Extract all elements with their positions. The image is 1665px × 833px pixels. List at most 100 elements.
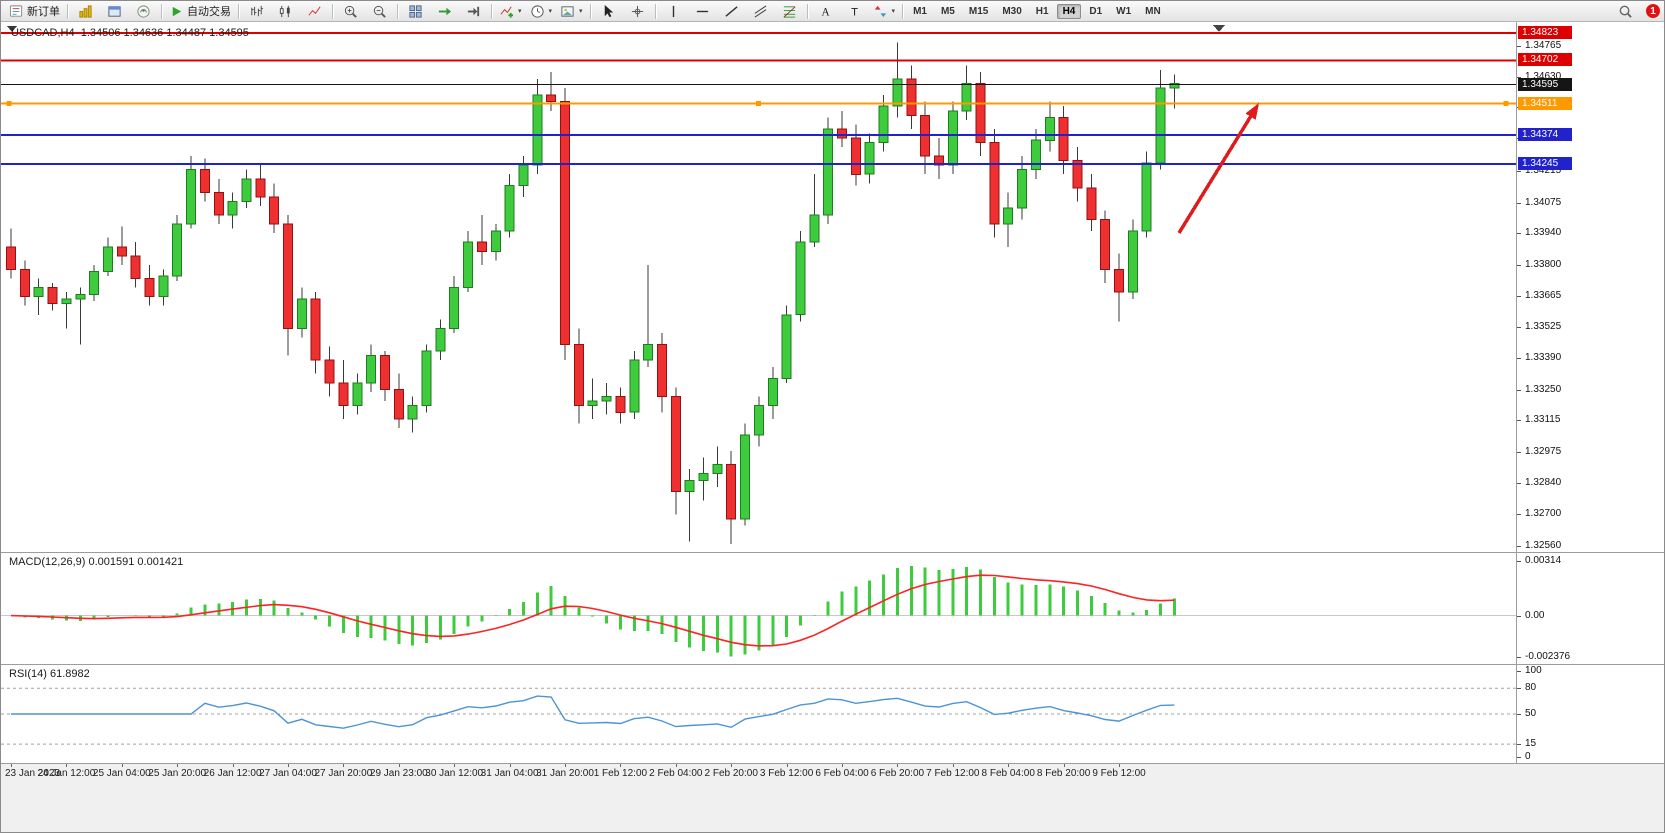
arrows-button[interactable]: ▾ xyxy=(869,1,900,22)
timeframe-m15-button[interactable]: M15 xyxy=(968,5,989,17)
time-axis-label: 25 Jan 20:00 xyxy=(148,768,207,779)
zoom-in-button[interactable] xyxy=(336,1,365,22)
text-label-button[interactable]: T xyxy=(840,1,869,22)
one-click-trading-toggle[interactable] xyxy=(7,26,17,32)
periods-button[interactable]: ▾ xyxy=(526,1,557,22)
candlestick-chart-canvas[interactable] xyxy=(1,23,1516,552)
price-axis[interactable]: 1.347651.346301.344951.343601.342151.340… xyxy=(1516,22,1664,764)
zoom-out-icon xyxy=(372,4,387,19)
auto-scroll-button[interactable] xyxy=(430,1,459,22)
timeframe-w1-button[interactable]: W1 xyxy=(1116,5,1132,17)
candle xyxy=(421,344,432,413)
bars-icon xyxy=(249,4,264,19)
equidistant-channel-button[interactable] xyxy=(746,1,775,22)
candle xyxy=(975,72,986,157)
axis-tick xyxy=(1517,327,1521,329)
timeframe-h4-button[interactable]: H4 xyxy=(1056,3,1082,19)
panel-divider[interactable] xyxy=(1,552,1664,553)
timeframe-m5-button[interactable]: M5 xyxy=(940,5,955,17)
timeframe-m1-button[interactable]: M1 xyxy=(913,5,927,17)
panel-divider[interactable] xyxy=(1,664,1664,665)
timeframe-mn-button[interactable]: MN xyxy=(1145,5,1161,17)
timeframe-m30-button[interactable]: M30 xyxy=(1002,5,1022,17)
time-tick xyxy=(731,764,733,767)
candle xyxy=(393,373,404,429)
time-axis-label: 1 Feb 12:00 xyxy=(593,768,648,779)
zoom-in-icon xyxy=(343,4,358,19)
line-handle[interactable] xyxy=(756,101,761,107)
data-window-button[interactable] xyxy=(129,1,158,22)
macd-canvas[interactable] xyxy=(1,553,1516,664)
time-axis[interactable]: 23 Jan 2023 24 Jan 12:00 25 Jan 04:00 25 Ja… xyxy=(1,764,1664,832)
notification-badge[interactable]: 1 xyxy=(1646,4,1660,18)
new-chart-button[interactable] xyxy=(71,1,100,22)
price-axis-label: 1.33800 xyxy=(1525,258,1562,270)
time-axis-label: 2 Feb 04:00 xyxy=(649,768,703,779)
line-handle[interactable] xyxy=(1503,101,1509,107)
price-axis-label: 1.34075 xyxy=(1525,196,1562,208)
candle xyxy=(670,387,681,515)
cursor-button[interactable] xyxy=(594,1,623,22)
time-tick xyxy=(288,764,289,767)
new-order-button[interactable]: 新订单 xyxy=(5,1,64,22)
text-button[interactable]: A xyxy=(811,1,840,22)
price-axis-label: 1.32975 xyxy=(1525,445,1562,457)
chart-shift-marker[interactable] xyxy=(1213,25,1225,32)
candle xyxy=(379,351,390,401)
chevron-down-icon[interactable]: ▾ xyxy=(579,8,583,15)
time-axis-label: 24 Jan 12:00 xyxy=(37,768,96,779)
candle xyxy=(338,360,349,420)
candle xyxy=(933,138,944,179)
svg-text:T: T xyxy=(851,6,858,18)
candlestick-chart-button[interactable] xyxy=(271,1,300,22)
bar-chart-button[interactable] xyxy=(242,1,271,22)
time-tick xyxy=(842,764,843,767)
macd-signal-line xyxy=(10,574,1175,647)
rsi-canvas[interactable] xyxy=(1,665,1516,763)
chevron-down-icon[interactable]: ▾ xyxy=(518,8,522,15)
label-t-icon: T xyxy=(847,4,862,19)
autotrading-button[interactable]: 自动交易 xyxy=(165,1,235,22)
timeframe-h1-button[interactable]: H1 xyxy=(1035,5,1049,17)
chart-shift-button[interactable] xyxy=(459,1,488,22)
toolbar-separator xyxy=(332,3,333,19)
time-tick xyxy=(398,764,400,767)
support-line-tag: 1.34245 xyxy=(1518,157,1572,171)
time-axis-label: 8 Feb 20:00 xyxy=(1036,768,1091,779)
axis-tick xyxy=(1517,714,1521,715)
price-axis-label: 1.32840 xyxy=(1525,476,1562,488)
zoom-out-button[interactable] xyxy=(365,1,394,22)
chevron-down-icon[interactable]: ▾ xyxy=(548,8,553,15)
line-chart-button[interactable] xyxy=(300,1,329,22)
candle xyxy=(1141,151,1152,238)
candle xyxy=(712,446,723,488)
time-tick xyxy=(121,764,123,767)
autotrading-label: 自动交易 xyxy=(187,6,231,18)
axis-tick xyxy=(1517,420,1521,422)
candle xyxy=(255,165,266,206)
price-axis-label: 100 xyxy=(1525,665,1542,676)
templates-button[interactable]: ▾ xyxy=(556,1,587,22)
candle xyxy=(753,396,764,447)
fibonacci-button[interactable] xyxy=(775,1,804,22)
price-axis-label: 1.33115 xyxy=(1525,414,1561,426)
indicator-add-icon xyxy=(499,4,514,19)
toolbar-separator xyxy=(238,3,239,19)
candle xyxy=(283,215,293,356)
candle xyxy=(103,237,113,277)
trendline-button[interactable] xyxy=(717,1,746,22)
profiles-button[interactable] xyxy=(100,1,129,22)
indicators-button[interactable]: ▾ xyxy=(495,1,526,22)
tile-windows-button[interactable] xyxy=(401,1,430,22)
search-button[interactable] xyxy=(1611,1,1640,22)
time-axis-label: 31 Jan 20:00 xyxy=(536,768,594,779)
line-handle[interactable] xyxy=(6,101,12,107)
trend-arrow[interactable] xyxy=(1177,103,1259,234)
vertical-line-button[interactable] xyxy=(659,1,688,22)
crosshair-button[interactable] xyxy=(623,1,652,22)
timeframe-d1-button[interactable]: D1 xyxy=(1089,5,1103,17)
candle xyxy=(1017,156,1027,220)
time-tick xyxy=(952,764,954,767)
chevron-down-icon[interactable]: ▾ xyxy=(891,8,896,15)
horizontal-line-button[interactable] xyxy=(688,1,717,22)
